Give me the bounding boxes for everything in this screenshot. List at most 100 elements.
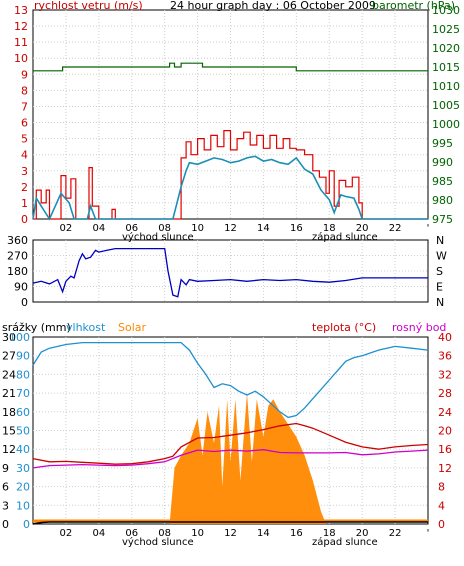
p1-right-tick: 1025 [432,23,460,36]
rain-tick: 15 [2,425,16,438]
p1-left-tick: 2 [21,181,28,194]
p3-x-tick: 12 [224,528,237,539]
p1-x-tick: 18 [323,223,336,234]
p3-x-tick-end: ' [427,528,430,539]
rain-tick: 9 [2,462,9,475]
p2-right-tick: S [436,265,443,278]
p1-right-tick: 1015 [432,61,460,74]
p1-left-tick: 9 [21,68,28,81]
humidity-tick: 0 [23,518,30,531]
p3-x-tick: 02 [60,528,73,539]
humidity-tick: 40 [16,443,30,456]
temp-tick: 24 [438,406,452,419]
p3-x-tick: 20 [356,528,369,539]
rain-tick: 12 [2,443,16,456]
p2-right-tick: W [436,250,447,263]
humidity-tick: 20 [16,481,30,494]
p1-x-tick: 14 [257,223,270,234]
p1-right-tick: 995 [432,137,453,150]
p1-x-tick: 22 [389,223,402,234]
p3-x-tick: 08 [158,528,171,539]
rain-tick: 18 [2,406,16,419]
sunset-label-1: západ slunce [312,231,378,243]
sunset-label-3: západ slunce [312,536,378,548]
p2-left-tick: 180 [7,265,28,278]
humidity-tick: 50 [16,425,30,438]
temperature-legend: teplota (°C) [312,321,376,334]
p3-x-tick: 06 [125,528,138,539]
temp-tick: 8 [438,481,445,494]
p2-right-tick: N [436,296,444,309]
p3-x-tick: 16 [290,528,303,539]
temp-tick: 36 [438,350,452,363]
temp-tick: 0 [438,518,445,531]
sunrise-label-1: východ slunce [122,231,194,243]
rain-tick: 24 [2,368,16,381]
p1-x-tick: 16 [290,223,303,234]
p1-left-tick: 4 [21,149,28,162]
p3-x-tick: 04 [92,528,105,539]
wind-axis-title: rychlost vetru (m/s) [34,0,143,12]
temp-tick: 28 [438,387,452,400]
p1-left-tick: 7 [21,100,28,113]
rain-axis-title: srážky (mm) [2,321,71,334]
temp-tick: 4 [438,499,445,512]
p1-left-tick: 6 [21,117,28,130]
temp-tick: 12 [438,462,452,475]
p1-left-tick: 11 [14,36,28,49]
p2-left-tick: 270 [7,250,28,263]
p1-right-tick: 1030 [432,4,460,17]
rain-tick: 21 [2,387,16,400]
humidity-tick: 80 [16,368,30,381]
humidity-legend: vlhkost [66,321,106,334]
p2-right-tick: N [436,234,444,247]
sunrise-label-3: východ slunce [122,536,194,548]
p1-left-tick: 1 [21,197,28,210]
p1-x-tick-end: ' [427,223,430,234]
p1-x-tick: 06 [125,223,138,234]
humidity-tick: 90 [16,350,30,363]
p2-left-tick: 0 [21,296,28,309]
rain-tick: 27 [2,350,16,363]
rain-tick: 6 [2,481,9,494]
temp-tick: 40 [438,331,452,344]
p1-x-tick: 08 [158,223,171,234]
p1-right-tick: 975 [432,213,453,226]
p1-right-tick: 1020 [432,42,460,55]
p1-right-tick: 980 [432,194,453,207]
solar-series [33,393,428,524]
p1-x-tick: 10 [191,223,204,234]
p1-x-tick: 20 [356,223,369,234]
p1-x-tick: 04 [92,223,105,234]
rain-tick: 30 [2,331,16,344]
humidity-tick: 10 [16,499,30,512]
p1-right-tick: 1005 [432,99,460,112]
p2-right-tick: E [436,281,443,294]
solar-legend: Solar [118,321,147,334]
humidity-tick: 100 [9,331,30,344]
rain-series [32,521,428,525]
p1-x-tick: 02 [60,223,73,234]
rain-tick: 3 [2,499,9,512]
p2-left-tick: 90 [14,281,28,294]
p1-x-tick: 12 [224,223,237,234]
p1-left-tick: 5 [21,133,28,146]
p1-right-tick: 985 [432,175,453,188]
pressure-series [33,62,428,72]
pressure-axis-title: barometr (hPa) [372,0,455,12]
p3-x-tick: 18 [323,528,336,539]
p1-left-tick: 0 [21,213,28,226]
p1-left-tick: 3 [21,165,28,178]
p3-x-tick: 22 [389,528,402,539]
dewpoint-series [32,449,429,469]
p1-right-tick: 1010 [432,80,460,93]
wind-direction-series [32,247,428,298]
temperature-series [32,422,429,465]
dewpoint-legend: rosný bod [392,321,446,334]
p1-left-tick: 10 [14,52,28,65]
p1-right-tick: 990 [432,156,453,169]
p2-left-tick: 360 [7,234,28,247]
chart-title: 24 hour graph day : 06 October 2009 [170,0,376,12]
p3-x-tick: 10 [191,528,204,539]
